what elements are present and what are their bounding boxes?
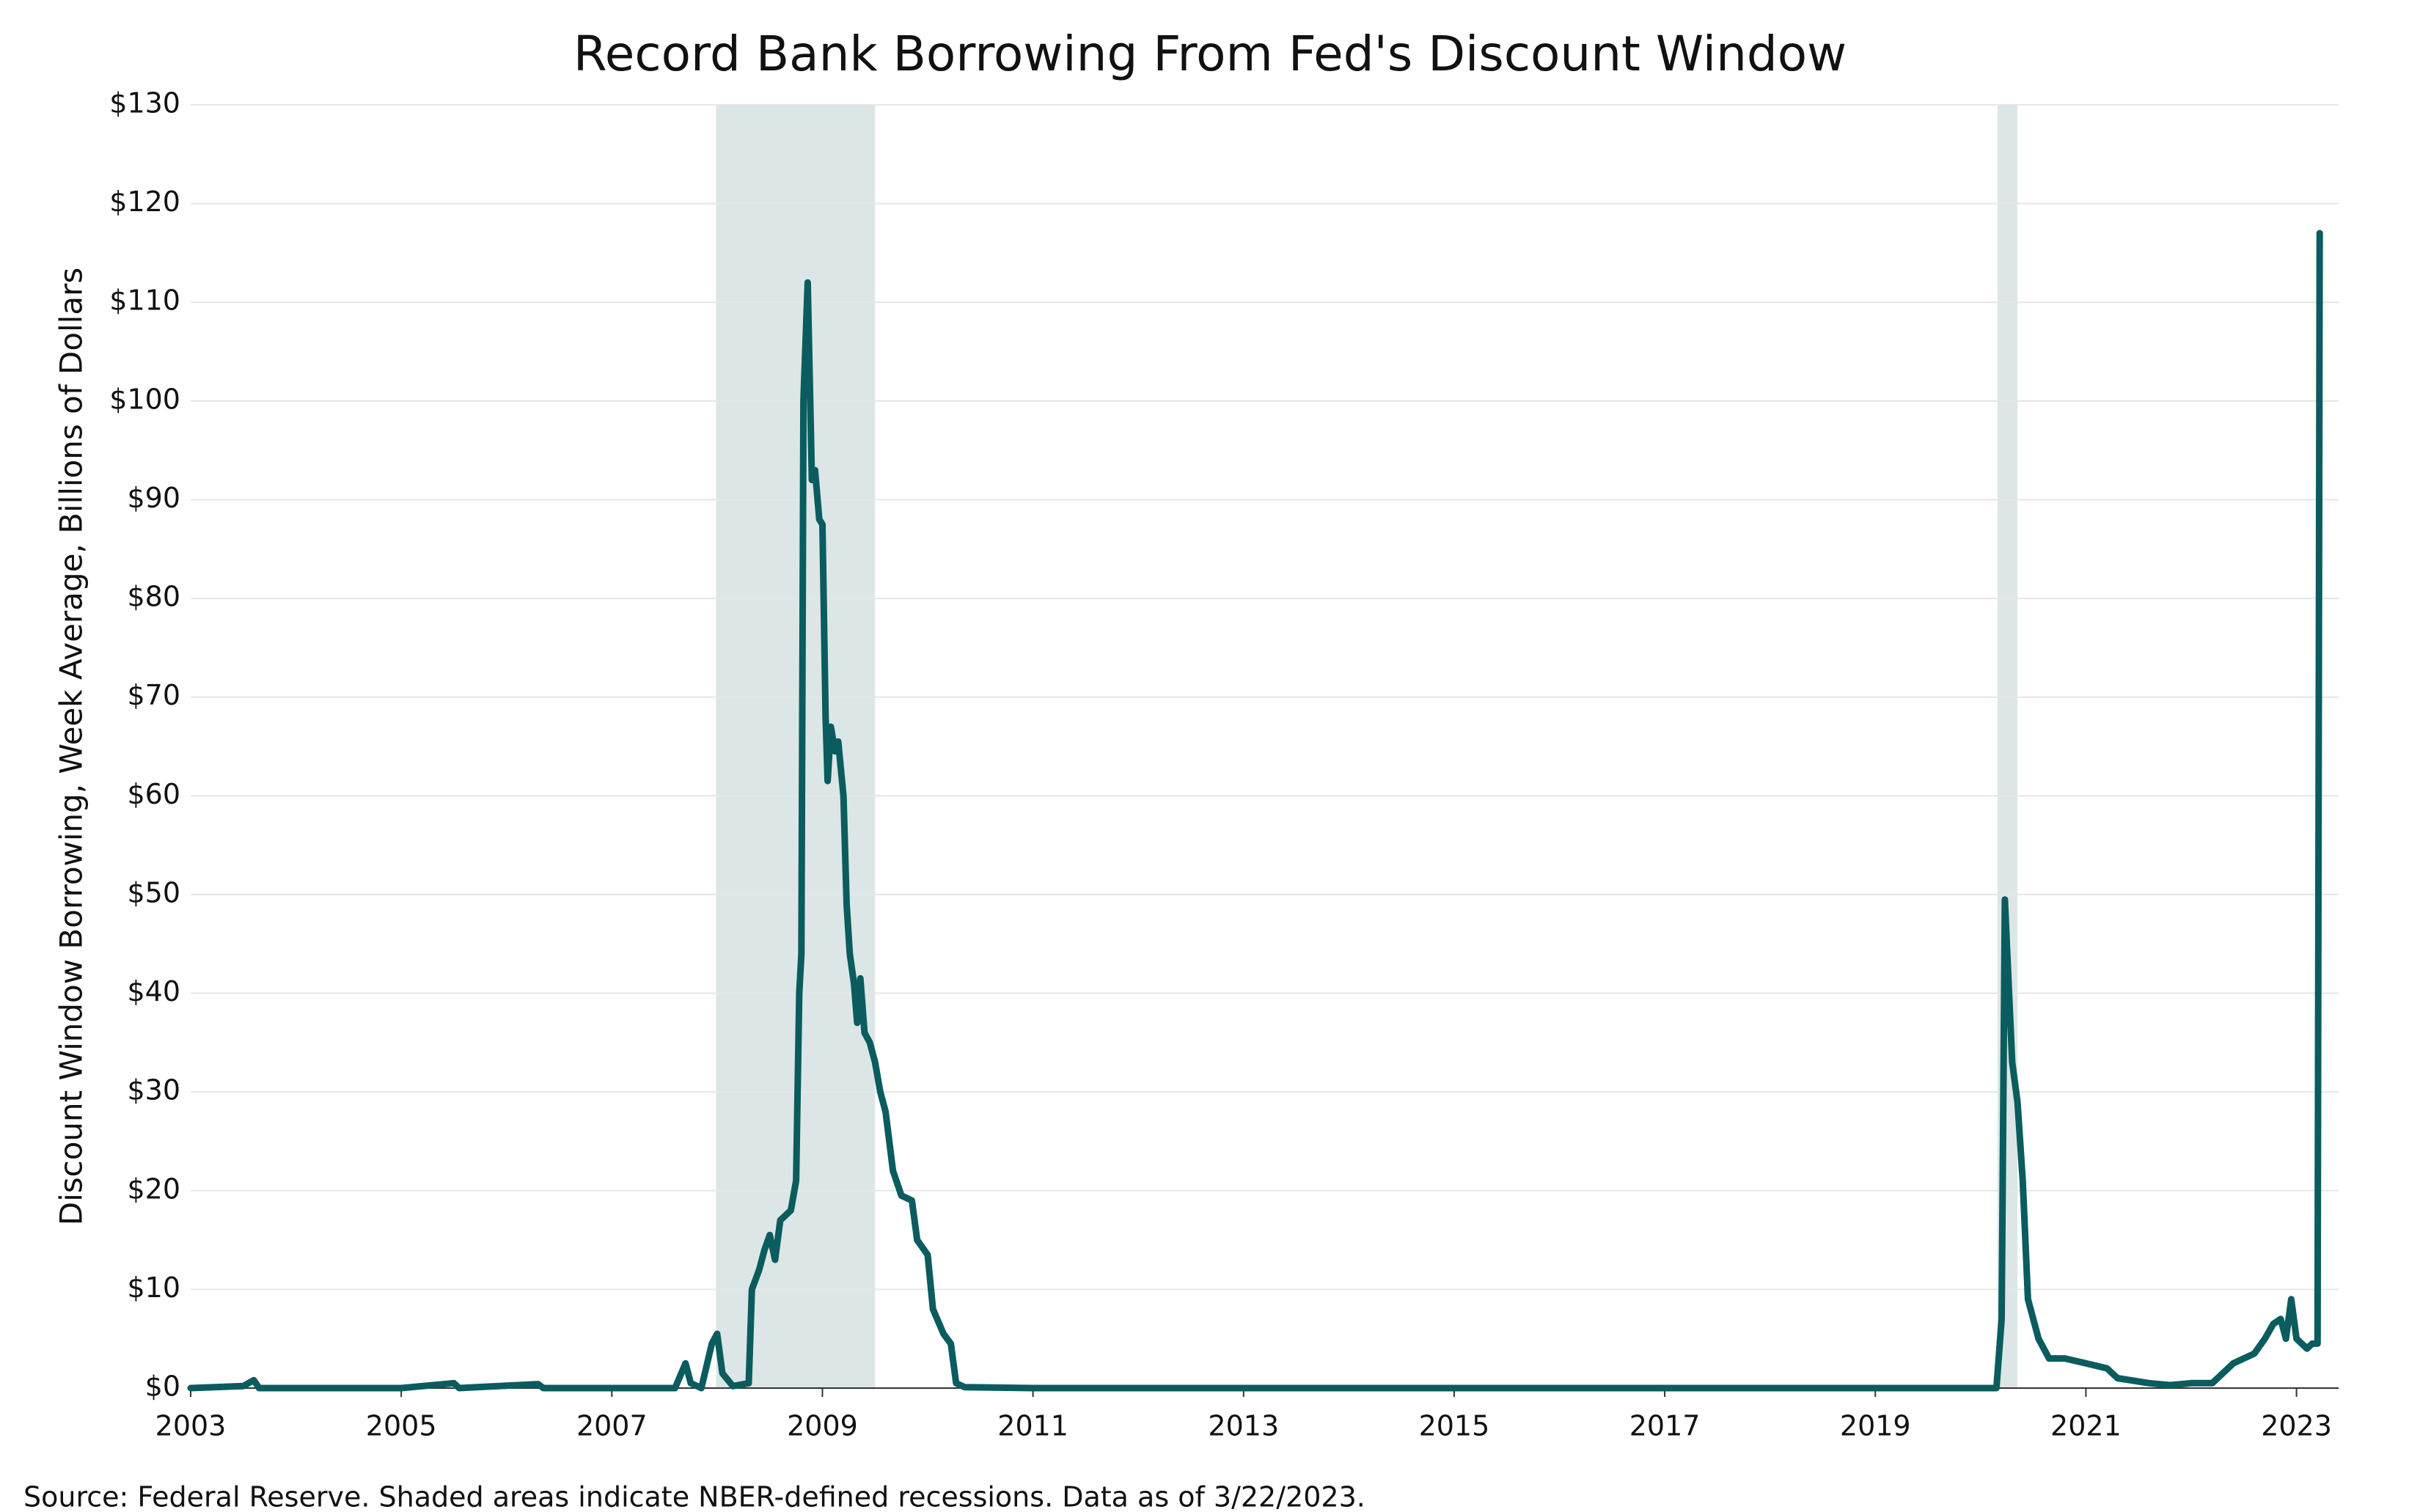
y-tick-label: $0 (145, 1370, 180, 1403)
x-tick-label: 2005 (366, 1410, 437, 1442)
x-tick-label: 2007 (576, 1410, 648, 1442)
y-tick-label: $80 (127, 581, 180, 613)
y-tick-label: $70 (127, 679, 180, 711)
plot-layer (191, 104, 2339, 1389)
x-tick-label: 2009 (787, 1410, 858, 1442)
y-tick-label: $20 (127, 1172, 180, 1205)
data-line (187, 230, 2323, 1392)
y-tick-label: $90 (127, 482, 180, 514)
y-tick-label: $130 (109, 87, 180, 120)
source-note: Source: Federal Reserve. Shaded areas in… (23, 1481, 1365, 1512)
y-tick-label: $40 (127, 975, 180, 1008)
x-tick-label: 2011 (997, 1410, 1068, 1442)
y-tick-label: $110 (109, 285, 180, 317)
x-tick-label: 2019 (1840, 1410, 1911, 1442)
y-tick-label: $10 (127, 1271, 180, 1304)
y-tick-label: $120 (109, 186, 180, 218)
y-tick-label: $100 (109, 383, 180, 415)
x-tick-label: 2021 (2050, 1410, 2122, 1442)
x-tick-label: 2015 (1419, 1410, 1490, 1442)
x-tick-label: 2013 (1208, 1410, 1279, 1442)
y-tick-label: $50 (127, 876, 180, 909)
x-tick-label: 2017 (1629, 1410, 1701, 1442)
y-tick-label: $30 (127, 1074, 180, 1107)
y-tick-label: $60 (127, 778, 180, 810)
x-tick-label: 2003 (155, 1410, 227, 1442)
x-tick-label: 2023 (2261, 1410, 2332, 1442)
chart-title: Record Bank Borrowing From Fed's Discoun… (573, 26, 1847, 82)
y-axis-label: Discount Window Borrowing, Week Average,… (54, 268, 89, 1226)
